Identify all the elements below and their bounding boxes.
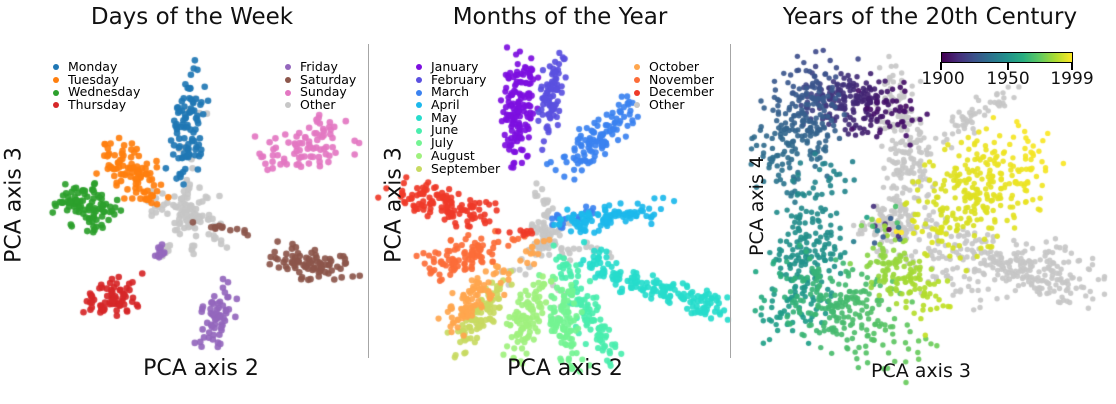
- panel-divider-2: [730, 44, 732, 358]
- legend-item: July: [416, 135, 500, 151]
- legend-item: Thursday: [53, 97, 140, 113]
- legend-label: Monday: [68, 59, 118, 74]
- legend-marker-dot: [416, 115, 422, 122]
- legend-marker-dot: [416, 153, 422, 160]
- legend-marker-dot: [416, 102, 422, 109]
- legend-item: March: [416, 86, 500, 99]
- legend-marker-dot: [416, 127, 422, 134]
- panel3-xlabel: PCA axis 3: [871, 360, 971, 382]
- legend-label: Other: [300, 97, 336, 113]
- panel2-title: Months of the Year: [452, 4, 668, 30]
- legend-label: February: [431, 71, 487, 87]
- legend-label: August: [431, 147, 475, 163]
- legend-item: December: [634, 86, 714, 99]
- legend-marker-dot: [634, 64, 640, 71]
- panel1-xlabel: PCA axis 2: [143, 356, 259, 381]
- legend-marker-dot: [416, 165, 422, 172]
- panel2-ylabel: PCA axis 3: [381, 147, 407, 263]
- legend-label: November: [649, 71, 715, 87]
- legend-label: Wednesday: [68, 84, 141, 100]
- legend-item: June: [416, 124, 500, 137]
- legend-label: May: [431, 109, 457, 125]
- legend-label: Thursday: [68, 97, 127, 113]
- legend-item: Other: [634, 97, 714, 113]
- legend-item: Sunday: [285, 86, 356, 99]
- legend-item: February: [416, 71, 500, 87]
- legend-marker-dot: [53, 89, 59, 96]
- legend-label: Sunday: [300, 84, 347, 100]
- legend-label: September: [431, 160, 501, 176]
- panel-divider-1: [368, 44, 370, 358]
- legend-marker-dot: [53, 64, 59, 71]
- legend-label: April: [431, 97, 460, 113]
- legend-months-col2: October November December Other: [634, 59, 715, 113]
- legend-item: November: [634, 71, 715, 87]
- legend-label: January: [431, 59, 479, 74]
- legend-months-col1: January February March April May June July Augu…: [416, 59, 501, 176]
- legend-item: Saturday: [285, 71, 357, 87]
- legend-marker-dot: [634, 102, 640, 109]
- legend-item: May: [416, 109, 500, 125]
- legend-days-col2: Friday Saturday Sunday Other: [285, 59, 357, 113]
- colorbar-tick-1950: [1007, 62, 1009, 70]
- panel1-ylabel: PCA axis 3: [1, 147, 27, 263]
- legend-label: March: [431, 84, 470, 100]
- legend-item: April: [416, 97, 500, 113]
- colorbar-tick-1900: [940, 62, 942, 70]
- legend-label: October: [649, 59, 700, 74]
- colorbar-label-1999: 1999: [1050, 69, 1094, 89]
- colorbar-label-1900: 1900: [921, 69, 965, 89]
- panel2-xlabel: PCA axis 2: [507, 356, 623, 381]
- legend-marker-dot: [285, 102, 291, 109]
- colorbar-tick-1999: [1071, 62, 1073, 70]
- legend-marker-dot: [416, 140, 422, 147]
- panel3-ylabel: PCA axis 4: [746, 156, 768, 256]
- legend-marker-dot: [53, 102, 59, 109]
- legend-marker-dot: [416, 77, 422, 84]
- legend-item: Tuesday: [53, 71, 140, 87]
- legend-label: Tuesday: [68, 71, 119, 87]
- colorbar-label-1950: 1950: [986, 69, 1030, 89]
- legend-label: Friday: [300, 59, 338, 74]
- panel3-title: Years of the 20th Century: [782, 4, 1078, 30]
- legend-label: Saturday: [300, 71, 357, 87]
- legend-item: January: [416, 59, 500, 74]
- legend-marker-dot: [416, 89, 422, 96]
- legend-marker-dot: [285, 89, 291, 96]
- legend-item: Other: [285, 97, 356, 113]
- legend-marker-dot: [285, 77, 291, 84]
- legend-item: Monday: [53, 59, 140, 74]
- legend-marker-dot: [634, 77, 640, 84]
- legend-marker-dot: [416, 64, 422, 71]
- legend-label: December: [649, 84, 714, 100]
- legend-item: Friday: [285, 59, 356, 74]
- legend-label: June: [431, 122, 459, 138]
- legend-label: July: [431, 135, 454, 151]
- legend-days-col1: Monday Tuesday Wednesday Thursday: [53, 59, 140, 113]
- legend-item: August: [416, 147, 500, 163]
- legend-marker-dot: [53, 77, 59, 84]
- legend-marker-dot: [285, 64, 291, 71]
- legend-marker-dot: [634, 89, 640, 96]
- legend-item: October: [634, 59, 714, 74]
- legend-label: Other: [649, 97, 685, 113]
- legend-item: Wednesday: [53, 86, 140, 99]
- legend-item: September: [416, 160, 501, 176]
- panel1-title: Days of the Week: [90, 4, 294, 30]
